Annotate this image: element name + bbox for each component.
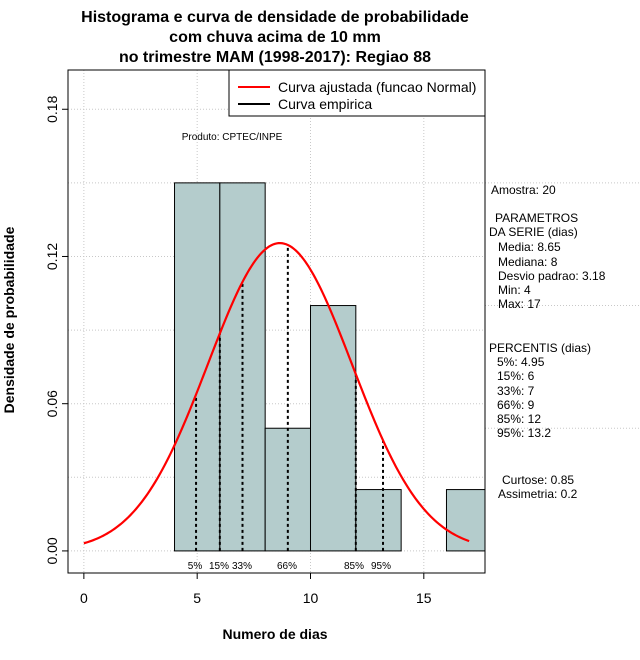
stat-max: Max: 17: [498, 297, 541, 311]
stat-percentis-title: PERCENTIS (dias): [489, 341, 592, 355]
histogram-bar: [174, 182, 221, 552]
stat-min: Min: 4: [498, 283, 531, 297]
product-annotation: Produto: CPTEC/INPE: [182, 132, 283, 143]
stat-assimetria: Assimetria: 0.2: [498, 487, 578, 501]
histogram-bar: [355, 489, 402, 552]
percentile-label: 66%: [277, 561, 297, 572]
y-tick-label: 0.12: [44, 243, 60, 270]
stat-p85: 85%: 12: [497, 412, 542, 426]
stat-parametros-title: PARAMETROS: [495, 211, 579, 225]
histogram-bars: [174, 182, 485, 552]
y-tick-label: 0.06: [44, 390, 60, 417]
y-axis-label: Densidade de probabilidade: [1, 226, 17, 413]
stat-media: Media: 8.65: [498, 240, 561, 254]
histogram-bar: [309, 305, 357, 552]
stat-curtose: Curtose: 0.85: [502, 473, 575, 487]
x-tick-label: 5: [193, 590, 201, 606]
x-tick-label: 15: [416, 590, 432, 606]
percentile-label: 85%: [344, 561, 364, 572]
fitted-normal-curve: [83, 241, 470, 545]
y-tick-label: 0.18: [44, 95, 60, 122]
stat-p66: 66%: 9: [497, 398, 535, 412]
percentile-label: 95%: [371, 561, 391, 572]
x-tick-label: 10: [303, 590, 319, 606]
chart-title-line: no trimestre MAM (1998-2017): Regiao 88: [119, 49, 431, 66]
legend-label: Curva ajustada (funcao Normal): [278, 79, 476, 95]
legend-label: Curva empirica: [278, 96, 372, 112]
x-tick-label: 0: [80, 590, 88, 606]
stat-amostra: Amostra: 20: [491, 183, 556, 197]
percentile-label: 33%: [232, 561, 252, 572]
stat-mediana: Mediana: 8: [498, 255, 558, 269]
stat-p33: 33%: 7: [497, 384, 535, 398]
stat-p15: 15%: 6: [497, 369, 535, 383]
legend-box: [228, 69, 486, 117]
chart-title-line: Histograma e curva de densidade de proba…: [81, 9, 469, 26]
stat-desvio: Desvio padrao: 3.18: [498, 269, 606, 283]
stat-p5: 5%: 4.95: [497, 355, 545, 369]
y-tick-label: 0.00: [44, 537, 60, 564]
stat-p95: 95%: 13.2: [497, 426, 552, 440]
percentile-label: 15%: [209, 561, 229, 572]
x-axis-label: Numero de dias: [222, 626, 327, 642]
stat-serie-title: DA SERIE (dias): [489, 225, 578, 239]
percentile-label: 5%: [188, 561, 203, 572]
chart-title-line: com chuva acima de 10 mm: [169, 29, 381, 46]
